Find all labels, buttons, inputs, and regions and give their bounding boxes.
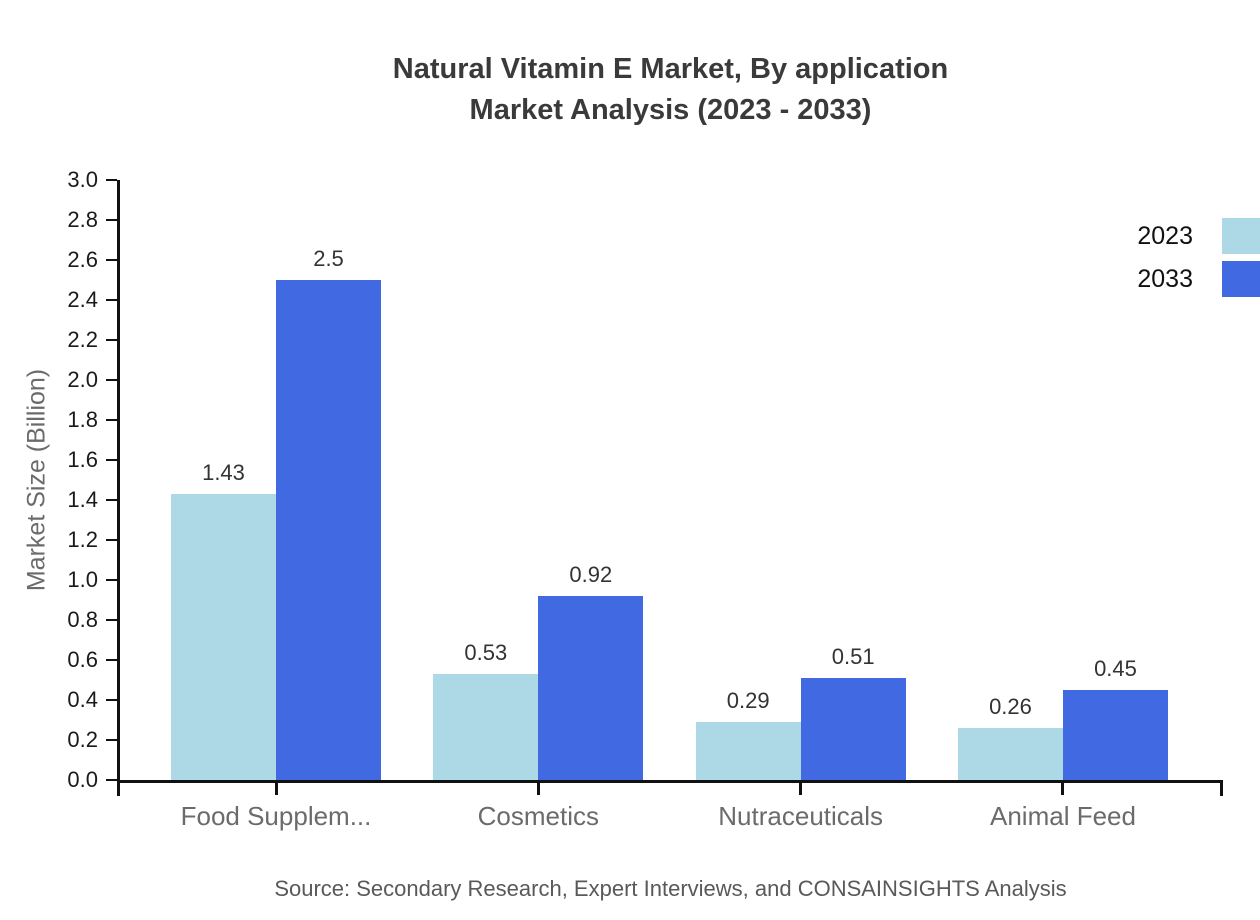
- x-axis-category-label: Animal Feed: [990, 801, 1136, 831]
- y-axis-tick-label: 0.2: [67, 727, 98, 752]
- legend-label: 2023: [1137, 221, 1193, 250]
- bar-group: 0.53 0.92: [433, 180, 644, 780]
- bar-value-label: 0.92: [569, 562, 613, 587]
- chart-title-line2: Market Analysis (2023 - 2033): [469, 94, 872, 126]
- bar-value-label: 0.53: [464, 640, 508, 665]
- bar-2033-cosmetics: [538, 596, 644, 780]
- x-axis-left-end-tick: [117, 783, 120, 796]
- legend-swatch-2023: [1222, 218, 1260, 254]
- y-axis-tick: [106, 739, 117, 741]
- y-axis-tick-label: 0.0: [67, 767, 98, 792]
- bar-value-label: 0.45: [1094, 656, 1137, 681]
- plot-area: 0.0 0.2 0.4 0.6 0.8 1.0 1.2 1.4 1.6 1.8 2.0 2.2 2.4 2…: [67, 167, 1223, 831]
- y-axis-tick-label: 1.0: [67, 567, 98, 592]
- bar-value-label: 0.26: [989, 694, 1032, 719]
- bar-value-label: 2.5: [313, 246, 344, 271]
- x-axis-category-label: Cosmetics: [477, 801, 599, 831]
- x-axis-tick: [274, 783, 278, 795]
- bar-slot: 0.53: [433, 180, 539, 780]
- y-axis-tick: [106, 539, 117, 541]
- y-axis-tick-label: 1.2: [67, 527, 98, 552]
- bar-2023-animal-feed: [957, 728, 1063, 780]
- legend-item-2033: 2033: [1137, 261, 1260, 297]
- y-axis-tick-label: 2.6: [67, 247, 98, 272]
- bar-group: 0.29 0.51: [695, 180, 906, 780]
- x-axis-tick: [536, 783, 540, 795]
- bar-slot: 2.5: [276, 180, 381, 780]
- x-axis-tick: [799, 783, 803, 795]
- x-axis-category-label: Food Supplem...: [180, 801, 372, 831]
- y-axis-tick-label: 3.0: [67, 167, 98, 192]
- bar-slot: 0.45: [1062, 180, 1168, 780]
- bar-2033-nutraceuticals: [800, 678, 906, 780]
- bar-2023-nutraceuticals: [695, 722, 801, 780]
- x-axis-tick: [1061, 783, 1065, 795]
- y-axis-tick: [106, 659, 117, 661]
- bar-value-label: 0.51: [831, 644, 875, 669]
- y-axis-tick-label: 0.6: [67, 647, 98, 672]
- y-axis-tick: [106, 339, 117, 341]
- bar-value-label: 0.29: [726, 688, 770, 713]
- y-axis-tick: [106, 419, 117, 421]
- bar-2033-animal-feed: [1062, 690, 1168, 780]
- y-axis-tick-label: 2.0: [67, 367, 98, 392]
- y-axis-tick-label: 0.8: [67, 607, 98, 632]
- y-axis-tick: [106, 219, 117, 221]
- y-axis-tick: [106, 259, 117, 261]
- y-axis-tick-label: 2.2: [67, 327, 98, 352]
- bar-slot: 0.29: [695, 180, 801, 780]
- bar-slot: 0.26: [957, 180, 1063, 780]
- bar-slot: 1.43: [171, 180, 276, 780]
- y-axis-tick-label: 1.6: [67, 447, 98, 472]
- y-axis-tick: [106, 459, 117, 461]
- legend-item-2023: 2023: [1137, 218, 1260, 254]
- chart-title-line1: Natural Vitamin E Market, By application: [392, 53, 949, 85]
- chart-title: Natural Vitamin E Market, By application…: [119, 49, 1222, 131]
- bar-2023-food-supplem-: [171, 494, 276, 780]
- legend-label: 2033: [1137, 264, 1193, 293]
- bar-group: 0.26 0.45: [957, 180, 1168, 780]
- y-axis-tick: [106, 699, 117, 701]
- y-axis-tick: [106, 779, 117, 781]
- bar-2033-food-supplem-: [276, 280, 381, 780]
- bar-group: 1.43 2.5: [171, 180, 381, 780]
- legend: 2023 2033: [1137, 218, 1260, 304]
- bar-slot: 0.92: [538, 180, 644, 780]
- y-axis-tick: [106, 619, 117, 621]
- bar-2023-cosmetics: [433, 674, 539, 780]
- x-axis-category-label: Nutraceuticals: [718, 801, 884, 831]
- y-axis-tick-label: 1.8: [67, 407, 98, 432]
- bar-slot: 0.51: [800, 180, 906, 780]
- y-axis-tick: [106, 579, 117, 581]
- bar-value-label: 1.43: [202, 460, 245, 485]
- y-axis-tick: [106, 499, 117, 501]
- y-axis-title: Market Size (Billion): [22, 368, 51, 592]
- y-axis-tick: [106, 179, 117, 181]
- y-axis-tick-label: 1.4: [67, 487, 98, 512]
- y-axis-tick: [106, 299, 117, 301]
- source-note: Source: Secondary Research, Expert Inter…: [274, 876, 1067, 901]
- legend-swatch-2033: [1222, 261, 1260, 297]
- y-axis-tick-label: 2.8: [67, 207, 98, 232]
- y-axis-tick-label: 2.4: [67, 287, 98, 312]
- y-axis-tick-label: 0.4: [67, 687, 98, 712]
- y-axis-tick: [106, 379, 117, 381]
- x-axis-right-end-tick: [1220, 783, 1223, 796]
